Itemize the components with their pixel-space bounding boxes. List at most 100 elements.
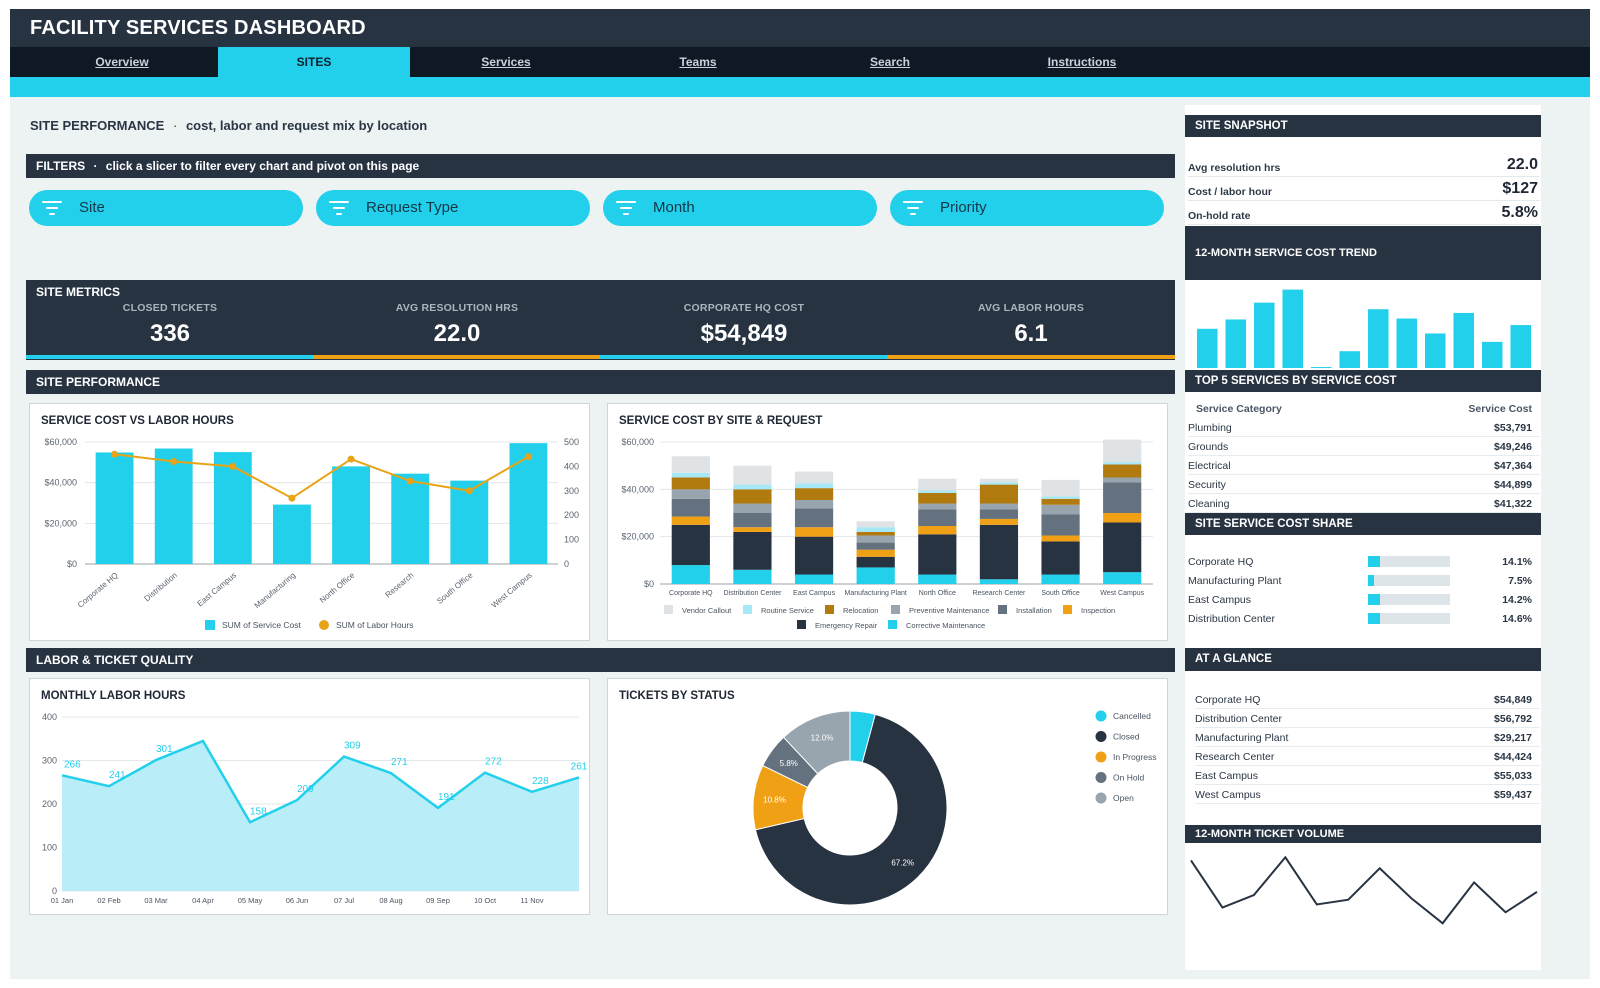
stacked-bar-segment bbox=[1103, 513, 1142, 523]
stacked-bar-segment bbox=[794, 536, 834, 575]
share-row: Distribution Center 14.6% bbox=[1188, 609, 1540, 628]
metric-avg-resolution: AVG RESOLUTION HRS 22.0 bbox=[313, 298, 601, 354]
trend-bar bbox=[1424, 333, 1446, 368]
y-tick-label: $60,000 bbox=[621, 437, 654, 447]
area-fill bbox=[62, 740, 579, 891]
glance-row: Corporate HQ $54,849 bbox=[1195, 690, 1540, 709]
tab-sites[interactable]: SITES bbox=[218, 47, 410, 77]
stacked-bar-segment bbox=[794, 574, 834, 584]
stacked-bar-segment bbox=[794, 483, 834, 489]
top5-header: TOP 5 SERVICES BY SERVICE COST bbox=[1185, 370, 1541, 392]
stacked-bar-segment bbox=[979, 478, 1019, 483]
metric-accent-strip bbox=[26, 355, 314, 359]
chart-title: TICKETS BY STATUS bbox=[619, 690, 735, 702]
service-cost-by-site-panel: SERVICE COST BY SITE & REQUEST $0 $20,000… bbox=[607, 403, 1168, 641]
x-tick-label: Research bbox=[383, 571, 415, 600]
y2-tick-label: 200 bbox=[564, 510, 579, 520]
filters-bar: FILTERS · click a slicer to filter every… bbox=[26, 154, 1175, 178]
labor-hours-point bbox=[170, 458, 178, 466]
stacked-bar-segment bbox=[794, 499, 834, 509]
labor-hours-point bbox=[465, 487, 473, 495]
site-metrics-header: SITE METRICS bbox=[36, 285, 121, 299]
glance-value: $55,033 bbox=[1494, 770, 1532, 782]
legend-label: SUM of Labor Hours bbox=[336, 620, 413, 630]
y-tick-label: 400 bbox=[42, 712, 57, 722]
tab-instructions[interactable]: Instructions bbox=[1047, 55, 1117, 69]
legend-swatch bbox=[891, 605, 900, 614]
legend-swatch bbox=[1095, 751, 1107, 763]
glance-site: Manufacturing Plant bbox=[1195, 732, 1289, 744]
y2-tick-label: 300 bbox=[564, 486, 579, 496]
data-label: 266 bbox=[64, 759, 81, 770]
metric-accent-strip bbox=[887, 355, 1175, 359]
slicer-request-type[interactable]: Request Type bbox=[316, 190, 590, 226]
stacked-bar-segment bbox=[1041, 496, 1080, 499]
legend-label: Open bbox=[1113, 793, 1134, 803]
labor-hours-point bbox=[288, 494, 296, 502]
cost-bar bbox=[450, 480, 489, 564]
stacked-bar-segment bbox=[1041, 535, 1080, 542]
data-label: 241 bbox=[109, 770, 126, 781]
top5-row: Plumbing $53,791 bbox=[1188, 418, 1540, 437]
filter-icon bbox=[616, 201, 636, 215]
stacked-bar-segment bbox=[856, 535, 895, 543]
snapshot-label: Avg resolution hrs bbox=[1188, 162, 1281, 174]
chart-title: SERVICE COST BY SITE & REQUEST bbox=[619, 415, 823, 427]
filters-header: FILTERS bbox=[36, 159, 86, 173]
stacked-bar-segment bbox=[856, 549, 895, 557]
labor-hours-point bbox=[524, 453, 532, 461]
monthly-labor-hours-chart: 0 100 200 300 400 266 241 301 158 209 309 271 191 272… bbox=[42, 712, 588, 905]
slicer-site[interactable]: Site bbox=[29, 190, 303, 226]
slice-label: 5.8% bbox=[780, 759, 798, 768]
trend-bar bbox=[1282, 289, 1304, 368]
x-tick-label: Distribution bbox=[143, 571, 179, 604]
x-tick-label: 01 Jan bbox=[51, 896, 74, 905]
cost-bar bbox=[391, 473, 430, 564]
top5-cost: $47,364 bbox=[1494, 460, 1532, 472]
data-label: 191 bbox=[438, 792, 455, 803]
cost-bar bbox=[95, 452, 134, 564]
slicer-priority[interactable]: Priority bbox=[890, 190, 1164, 226]
tab-search[interactable]: Search bbox=[869, 55, 911, 69]
legend-label: Installation bbox=[1016, 606, 1052, 615]
snapshot-row: On-hold rate 5.8% bbox=[1188, 202, 1540, 225]
nav-bar: Overview SITES Services Teams Search Ins… bbox=[10, 47, 1590, 77]
glance-value: $44,424 bbox=[1494, 751, 1532, 763]
share-bar bbox=[1368, 613, 1450, 624]
y-tick-label: $20,000 bbox=[44, 518, 77, 528]
title-bar: FACILITY SERVICES DASHBOARD bbox=[10, 9, 1590, 47]
data-label: 228 bbox=[532, 776, 549, 787]
stacked-bar-segment bbox=[979, 579, 1019, 584]
legend-swatch bbox=[888, 620, 897, 629]
tab-teams[interactable]: Teams bbox=[679, 55, 717, 69]
slicer-month[interactable]: Month bbox=[603, 190, 877, 226]
top5-row: Security $44,899 bbox=[1188, 475, 1540, 494]
data-label: 261 bbox=[571, 761, 588, 772]
stacked-bar-segment bbox=[856, 521, 895, 528]
tab-services[interactable]: Services bbox=[481, 55, 531, 69]
slicer-site-label: Site bbox=[79, 199, 105, 216]
trend-bar bbox=[1253, 302, 1275, 368]
slice-label: 12.0% bbox=[811, 733, 834, 742]
x-tick-label: Distribution Center bbox=[723, 590, 782, 597]
legend-swatch bbox=[1063, 605, 1072, 614]
glance-site: Research Center bbox=[1195, 751, 1275, 763]
stacked-bar-segment bbox=[733, 513, 772, 528]
page-heading-title: SITE PERFORMANCE bbox=[30, 118, 165, 133]
stacked-bar-segment bbox=[918, 492, 957, 504]
snapshot-label: Cost / labor hour bbox=[1188, 186, 1272, 198]
tickets-by-status-panel: TICKETS BY STATUS 67.2% 10.8% 5.8% 12.0% Can… bbox=[607, 678, 1168, 915]
tab-overview[interactable]: Overview bbox=[95, 55, 149, 69]
stacked-bar-segment bbox=[979, 509, 1019, 519]
y2-tick-label: 400 bbox=[564, 461, 579, 471]
share-bar-fill bbox=[1368, 556, 1380, 567]
share-value: 14.6% bbox=[1502, 613, 1532, 625]
service-cost-vs-labor-chart: $0 $20,000 $40,000 $60,000 0 100 200 300 400 500 C… bbox=[44, 437, 579, 630]
legend-label: Routine Service bbox=[761, 606, 814, 615]
y2-tick-label: 0 bbox=[564, 559, 569, 569]
legend-label: Inspection bbox=[1081, 606, 1115, 615]
x-tick-label: Manufacturing Plant bbox=[845, 590, 907, 597]
glance-row: East Campus $55,033 bbox=[1195, 766, 1540, 785]
x-tick-label: South Office bbox=[1041, 590, 1080, 597]
metric-label: AVG LABOR HOURS bbox=[977, 302, 1085, 314]
